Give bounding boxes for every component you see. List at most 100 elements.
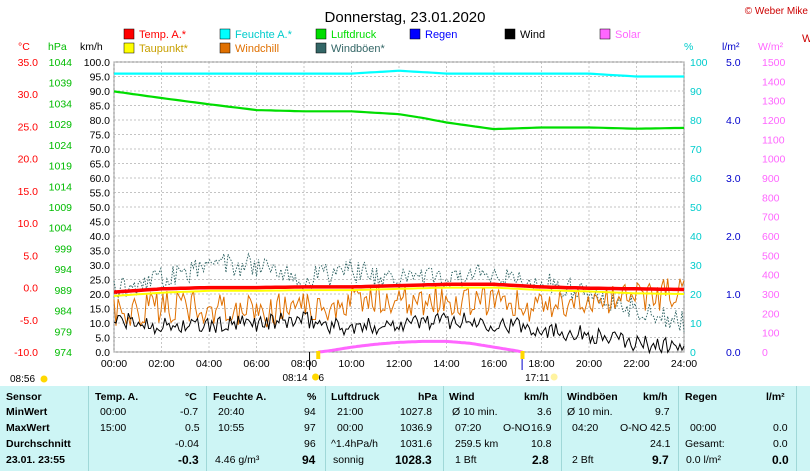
tick-temp-8: -5.0 — [20, 315, 38, 327]
tick-wind-3: 85.0 — [90, 101, 111, 113]
sunrise-time: 08:56 — [10, 374, 35, 385]
tick-rain-1: 4.0 — [726, 115, 741, 127]
credit-text: © Weber Mike — [745, 6, 809, 17]
hum-min: 94 — [304, 406, 316, 418]
chart-title: Donnerstag, 23.01.2020 — [325, 9, 486, 26]
tick-wind-15: 25.0 — [90, 275, 111, 287]
tick-solar-12: 300 — [762, 289, 780, 301]
hum-min-time: 20:40 — [218, 406, 245, 418]
right-edge-letter: W — [802, 33, 810, 45]
tick-wind-18: 10.0 — [90, 318, 111, 330]
legend-label-5: Solar — [615, 29, 641, 41]
tick-wind-7: 65.0 — [90, 159, 111, 171]
tick-x-7: 14:00 — [433, 358, 459, 370]
chart-series — [113, 69, 685, 355]
press-min: 1027.8 — [400, 406, 433, 418]
tick-humidity-9: 10 — [690, 318, 702, 330]
tick-pressure-9: 999 — [54, 243, 72, 255]
chart-legend: Temp. A.* Feuchte A.* Luftdruck Regen Wind So… — [123, 28, 641, 55]
temp-current: -0.3 — [178, 453, 199, 467]
series-temp-a — [113, 282, 685, 294]
press-unit: hPa — [418, 391, 438, 403]
sunrise-marker — [316, 351, 321, 359]
temp-unit: °C — [185, 391, 197, 403]
tick-pressure-13: 979 — [54, 326, 72, 338]
tick-x-6: 12:00 — [386, 358, 412, 370]
tick-pressure-1: 1039 — [49, 78, 73, 90]
axis-unit-solar: W/m² — [758, 41, 784, 53]
temp-min: -0.7 — [180, 406, 199, 418]
tick-humidity-0: 100 — [690, 57, 708, 69]
gust-max: 42.5 — [650, 422, 671, 434]
tick-solar-3: 1200 — [762, 115, 786, 127]
hum-unit: % — [307, 391, 317, 403]
press-weather: sonnig — [333, 454, 364, 466]
tick-solar-0: 1500 — [762, 57, 786, 69]
chart-grid — [113, 61, 685, 353]
legend-label-2: Luftdruck — [331, 29, 377, 41]
press-trend: ^1.4hPa/h — [331, 438, 378, 450]
rain-total-label: Gesamt: — [685, 438, 725, 450]
legend-label-6: Taupunkt* — [139, 43, 189, 55]
rain-max: 0.0 — [773, 422, 788, 434]
tick-temp-7: 0.0 — [23, 283, 38, 295]
wind-max-dir: O-NO — [503, 422, 531, 434]
hum-max: 97 — [304, 422, 316, 434]
tick-wind-12: 40.0 — [90, 231, 111, 243]
tick-pressure-2: 1034 — [49, 98, 73, 110]
tick-humidity-10: 0 — [690, 347, 696, 359]
axis-ticks: 35.0 30.0 25.0 20.0 15.0 10.0 5.0 0.0 -5.0 -10.0 1… — [14, 57, 785, 370]
row-label-min: MinWert — [6, 406, 48, 418]
gust-max-time: 04:20 — [572, 422, 599, 434]
wind-unit: km/h — [524, 391, 549, 403]
tick-wind-10: 50.0 — [90, 202, 111, 214]
legend-label-0: Temp. A.* — [139, 29, 187, 41]
legend-swatch-2 — [315, 28, 327, 40]
legend-swatch-1 — [219, 28, 231, 40]
wind-distance: 259.5 km — [455, 438, 499, 450]
tick-rain-0: 5.0 — [726, 57, 741, 69]
gust-max-dir: O-NO — [620, 422, 648, 434]
temp-max-time: 15:00 — [100, 422, 127, 434]
tick-rain-4: 1.0 — [726, 289, 741, 301]
tick-solar-15: 0 — [762, 347, 768, 359]
press-head: Luftdruck — [331, 391, 380, 403]
tick-solar-13: 200 — [762, 308, 780, 320]
series-taupunkt — [113, 286, 685, 297]
legend-swatch-8 — [315, 42, 327, 54]
sunset-marker — [520, 351, 525, 359]
series-windb-en — [113, 252, 685, 332]
tick-humidity-8: 20 — [690, 289, 702, 301]
axis-unit-humidity: % — [684, 41, 693, 53]
tick-solar-14: 100 — [762, 328, 780, 340]
tick-rain-5: 0.0 — [726, 347, 741, 359]
tick-wind-5: 75.0 — [90, 130, 111, 142]
press-avg: 1031.6 — [400, 438, 433, 450]
temp-avg: -0.04 — [175, 438, 199, 450]
gust-head: Windböen — [567, 391, 618, 403]
legend-label-7: Windchill — [235, 43, 279, 55]
tick-x-4: 08:00 — [291, 358, 317, 370]
axis-unit-wind: km/h — [80, 41, 103, 53]
tick-solar-2: 1300 — [762, 96, 786, 108]
tick-temp-3: 20.0 — [18, 154, 39, 166]
tick-wind-14: 30.0 — [90, 260, 111, 272]
legend-swatch-6 — [123, 42, 135, 54]
tick-pressure-8: 1004 — [49, 223, 73, 235]
sun-markers: 08:14 6 17:11 08:56 — [10, 351, 558, 385]
legend-label-8: Windböen* — [331, 43, 386, 55]
tick-humidity-1: 90 — [690, 86, 702, 98]
tick-x-1: 02:00 — [148, 358, 174, 370]
tick-wind-11: 45.0 — [90, 217, 111, 229]
legend-swatch-4 — [504, 28, 516, 40]
tick-pressure-4: 1024 — [49, 140, 73, 152]
tick-x-12: 24:00 — [671, 358, 697, 370]
tick-solar-5: 1000 — [762, 154, 786, 166]
tick-solar-11: 400 — [762, 270, 780, 282]
tick-humidity-2: 80 — [690, 115, 702, 127]
tick-wind-13: 35.0 — [90, 246, 111, 258]
press-max: 1036.9 — [400, 422, 433, 434]
legend-swatch-3 — [409, 28, 421, 40]
legend-swatch-0 — [123, 28, 135, 40]
tick-solar-6: 900 — [762, 173, 780, 185]
